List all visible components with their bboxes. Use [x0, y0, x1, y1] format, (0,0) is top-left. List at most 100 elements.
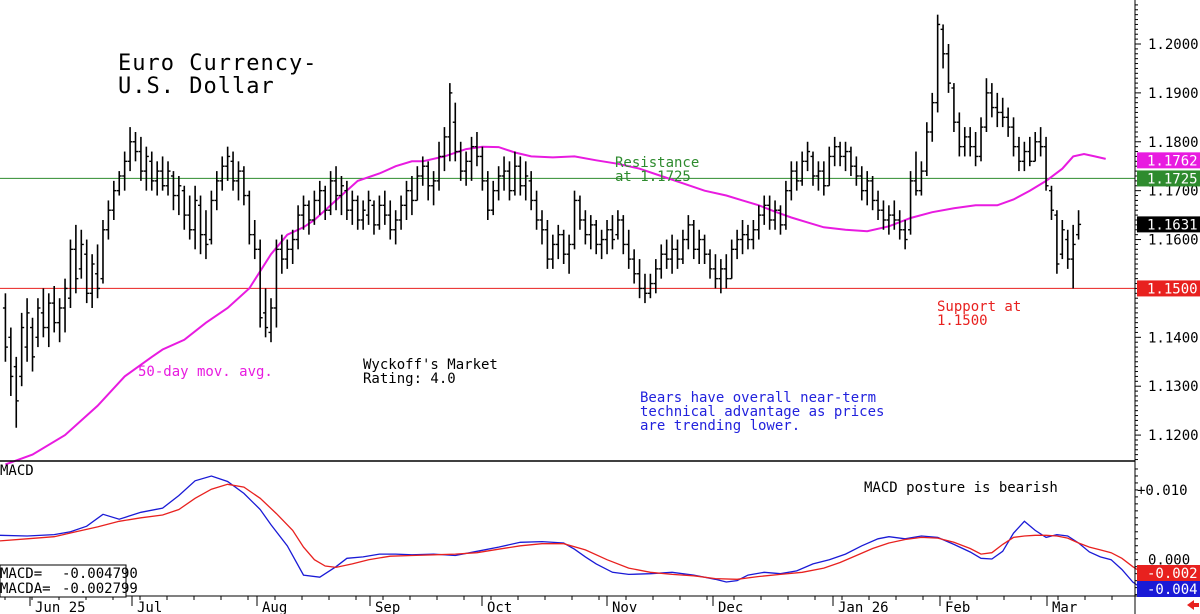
price-bar: [609, 215, 615, 250]
price-bar: [1027, 136, 1033, 167]
price-bar: [154, 161, 160, 196]
price-bar: [512, 151, 518, 196]
price-bar: [815, 161, 821, 191]
price-bar: [371, 200, 377, 235]
month-label: Aug: [262, 600, 287, 614]
price-tick-label: 1.1700: [1148, 184, 1199, 200]
price-bar: [241, 166, 247, 206]
price-bar: [447, 83, 453, 162]
price-bar: [1076, 210, 1082, 240]
price-bar: [517, 156, 523, 196]
price-bar: [566, 234, 572, 274]
price-bar: [821, 161, 827, 196]
price-bar: [360, 200, 366, 230]
macd-annotation: MACD posture is bearish: [864, 480, 1058, 496]
month-label: Jul: [137, 600, 162, 614]
price-bar: [729, 239, 735, 280]
price-bar: [133, 131, 138, 162]
macda-badge-text: -0.002: [1147, 566, 1198, 582]
price-bar: [539, 210, 545, 245]
price-bar: [295, 205, 301, 250]
price-bar: [387, 200, 393, 240]
ma-value-badge: 1.1762: [1137, 152, 1200, 169]
macd-readout-value: -0.004790: [62, 566, 138, 582]
price-bar: [1070, 224, 1076, 289]
price-bar: [561, 229, 567, 264]
price-bar: [181, 185, 187, 230]
macd-readout-label: MACD=: [0, 566, 42, 582]
price-bar: [642, 273, 648, 304]
price-bar: [675, 239, 680, 269]
month-label: Jun 25: [35, 600, 86, 614]
price-bar: [13, 356, 19, 428]
price-bar: [772, 200, 778, 230]
price-bar: [745, 224, 751, 250]
macda-readout-label: MACDA=: [0, 581, 51, 597]
price-bar: [550, 234, 556, 269]
price-bar: [1005, 107, 1011, 137]
price-bar: [431, 171, 437, 206]
price-bar: [669, 234, 675, 274]
price-bar: [897, 210, 903, 240]
price-bar: [268, 298, 274, 343]
price-bar: [799, 151, 805, 186]
price-bar: [306, 200, 312, 235]
price-bar: [832, 136, 838, 167]
price-bar: [219, 156, 225, 191]
price-bar: [653, 259, 659, 294]
price-bar: [198, 195, 204, 255]
price-bar: [956, 112, 962, 157]
price-bar: [880, 200, 886, 230]
month-label: Feb: [945, 600, 970, 614]
price-bar: [1043, 136, 1049, 191]
price-bar: [257, 239, 263, 328]
price-bar: [138, 136, 144, 181]
price-bar: [279, 234, 285, 274]
macd-badge-text: -0.004: [1147, 582, 1198, 598]
price-bar: [160, 156, 166, 191]
price-bar: [100, 219, 106, 284]
price-bar: [333, 166, 339, 211]
price-bar: [203, 210, 209, 260]
price-bar: [593, 219, 599, 255]
price-bar: [230, 151, 236, 191]
price-bar: [555, 224, 561, 260]
price-bar: [604, 219, 610, 255]
price-bar: [685, 215, 691, 250]
price-tick-label: 1.1200: [1148, 428, 1199, 444]
macd-lines: [0, 475, 1155, 594]
price-bar: [2, 293, 8, 362]
price-tick-label: 1.1400: [1148, 330, 1199, 346]
price-bar: [501, 156, 507, 191]
price-bar: [149, 151, 155, 191]
price-bar: [1032, 131, 1038, 163]
price-bar: [122, 151, 128, 191]
macda-badge: -0.002: [1137, 565, 1200, 582]
price-bar: [479, 146, 485, 191]
macda-line: [0, 483, 1155, 580]
price-bar: [918, 161, 924, 196]
price-bar: [599, 229, 605, 260]
price-tick-label: 1.1600: [1148, 233, 1199, 249]
price-bar: [582, 210, 588, 245]
support-label: Support at: [937, 299, 1021, 315]
price-bar: [805, 141, 811, 172]
price-bar: [853, 156, 859, 186]
price-bar: [328, 171, 334, 216]
price-bar: [989, 83, 995, 118]
price-bar: [750, 219, 756, 250]
price-bar: [376, 195, 382, 230]
price-bar: [51, 285, 57, 333]
price-bar: [588, 215, 594, 250]
price-bar: [973, 131, 979, 167]
month-label: Nov: [612, 600, 637, 614]
price-bar: [30, 317, 36, 372]
price-bar: [1048, 185, 1054, 220]
price-bar: [718, 259, 724, 294]
price-bar: [214, 171, 220, 211]
price-bar: [620, 215, 626, 255]
price-bar: [528, 171, 534, 211]
price-bar: [165, 161, 171, 196]
